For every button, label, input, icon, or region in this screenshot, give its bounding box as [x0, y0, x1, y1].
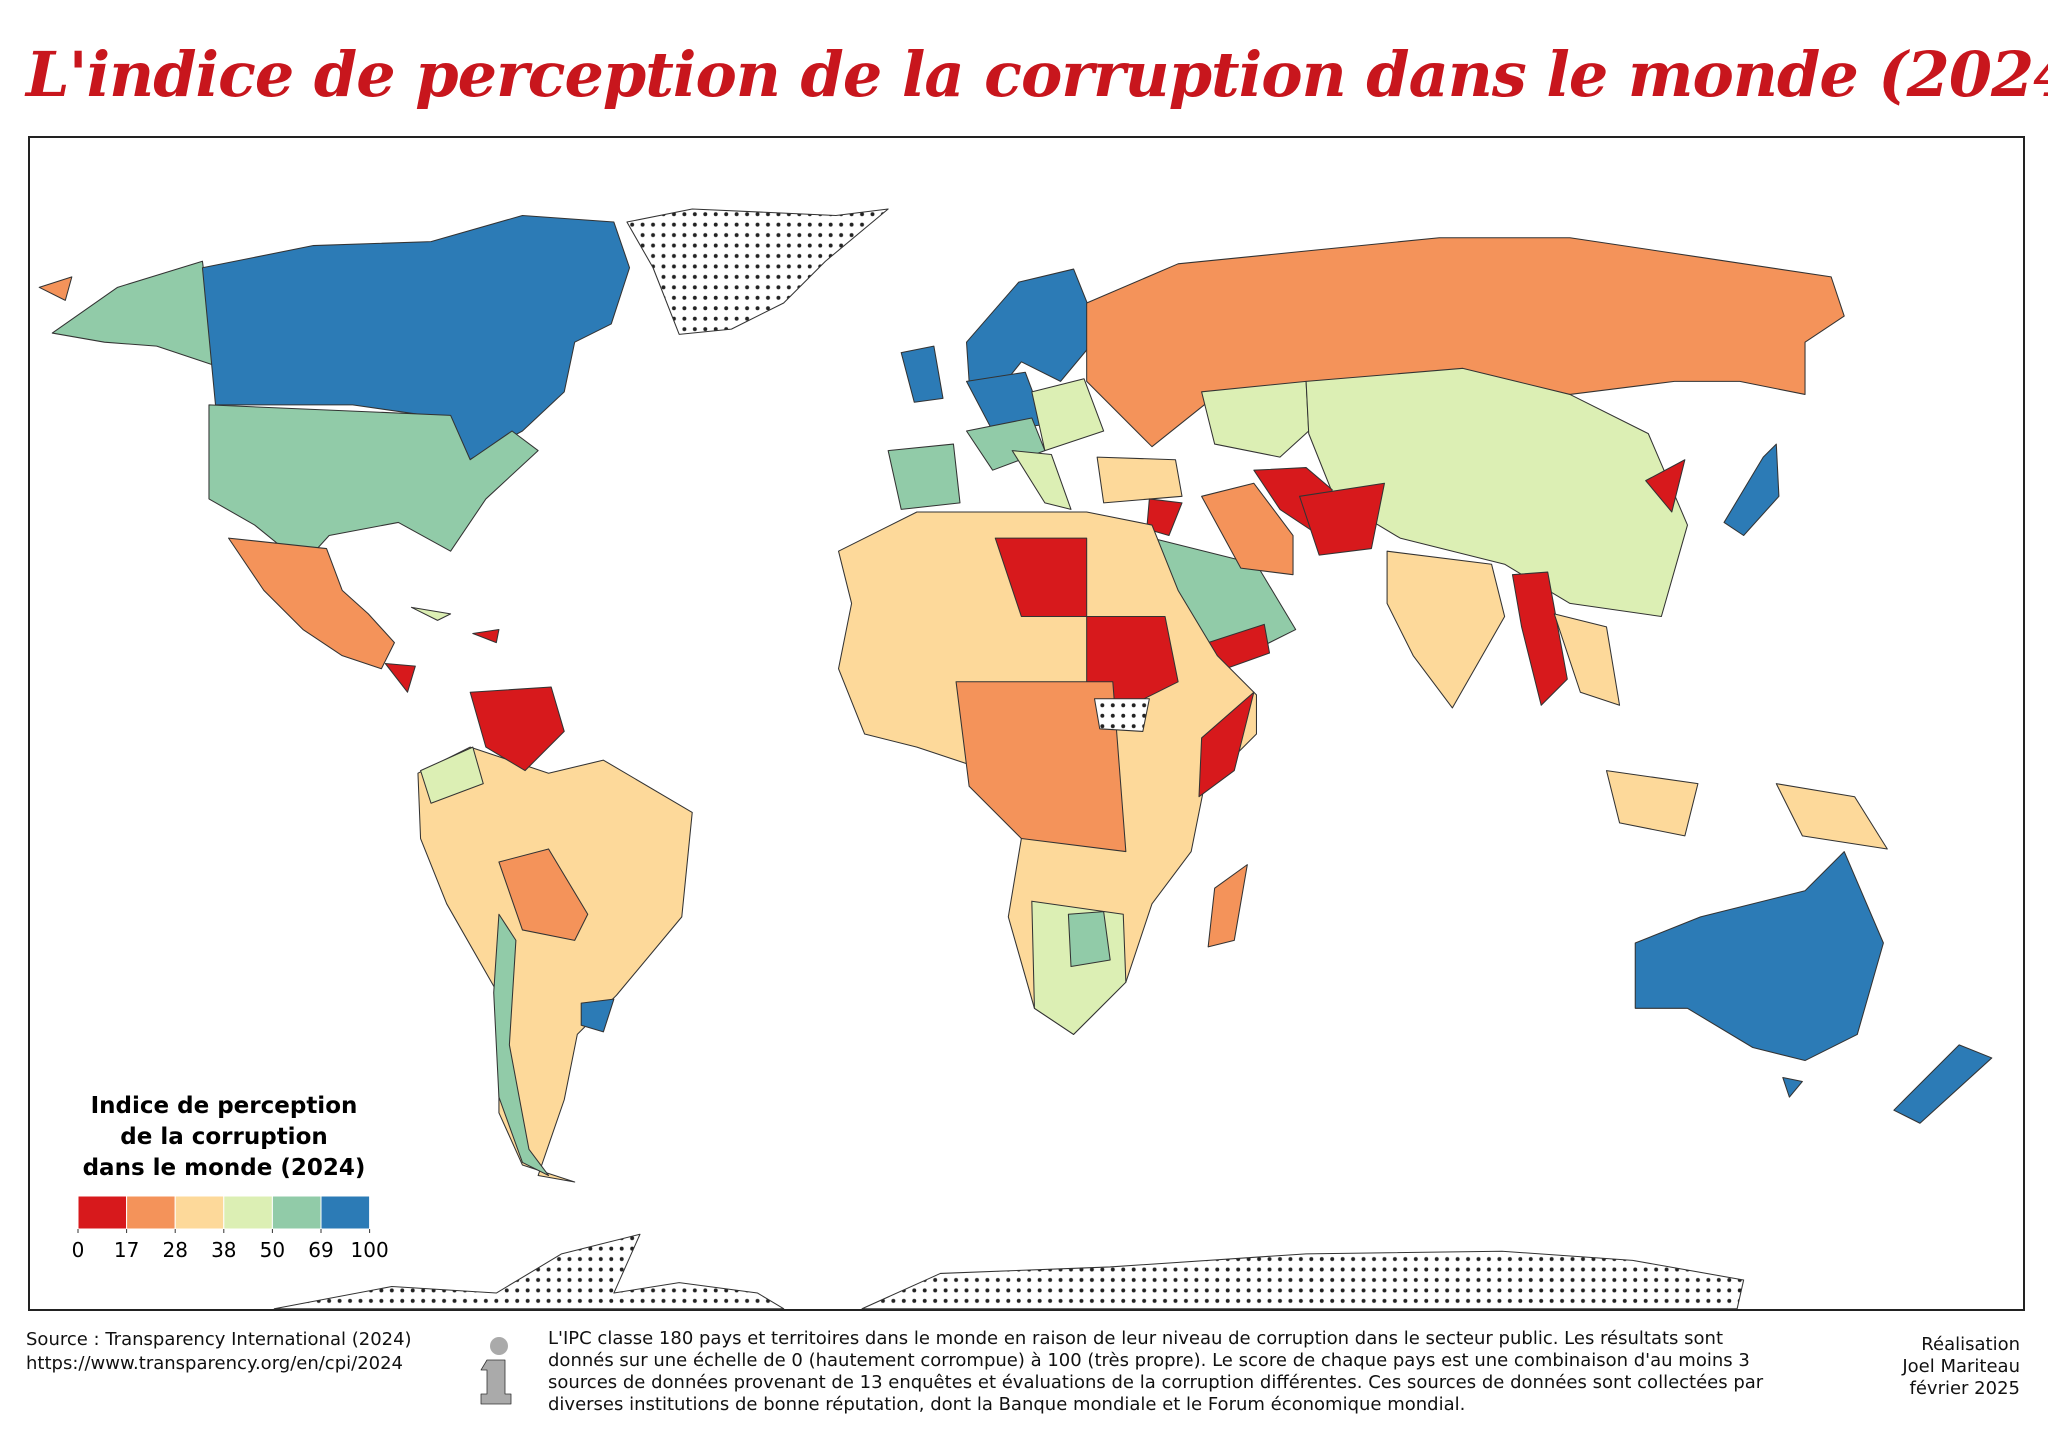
legend-title: de la corruption: [120, 1124, 328, 1150]
legend: Indice de perception de la corruption dans…: [72, 1093, 389, 1262]
info-icon: [480, 1337, 512, 1405]
legend-tick-label: 28: [162, 1238, 187, 1262]
legend-title: dans le monde (2024): [83, 1155, 366, 1181]
legend-tick-label: 38: [211, 1238, 236, 1262]
legend-swatch: [174, 1195, 225, 1230]
credits: Réalisation Joel Mariteau février 2025: [1902, 1334, 2020, 1400]
credit-line: Joel Mariteau: [1902, 1356, 2020, 1377]
source: Source : Transparency International (202…: [26, 1329, 412, 1350]
title: L'indice de perception de la corruption …: [26, 38, 2048, 111]
legend-swatch: [271, 1195, 322, 1230]
legend-tick-label: 69: [308, 1238, 333, 1262]
info-text: L'IPC classe 180 pays et territoires dan…: [548, 1328, 1764, 1415]
countries: [38, 208, 1993, 1310]
legend-swatch: [77, 1195, 128, 1230]
legend-tick-label: 17: [114, 1238, 139, 1262]
legend-title: Indice de perception: [91, 1093, 358, 1119]
source-url: https://www.transparency.org/en/cpi/2024: [26, 1353, 404, 1374]
legend-swatch: [223, 1195, 273, 1230]
legend-swatch: [320, 1195, 371, 1230]
credit-line: Réalisation: [1921, 1334, 2020, 1355]
legend-swatch: [126, 1195, 176, 1230]
credit-line: février 2025: [1909, 1378, 2020, 1399]
legend-tick-label: 50: [260, 1238, 285, 1262]
legend-tick-label: 100: [351, 1238, 389, 1262]
legend-tick-label: 0: [72, 1238, 85, 1262]
